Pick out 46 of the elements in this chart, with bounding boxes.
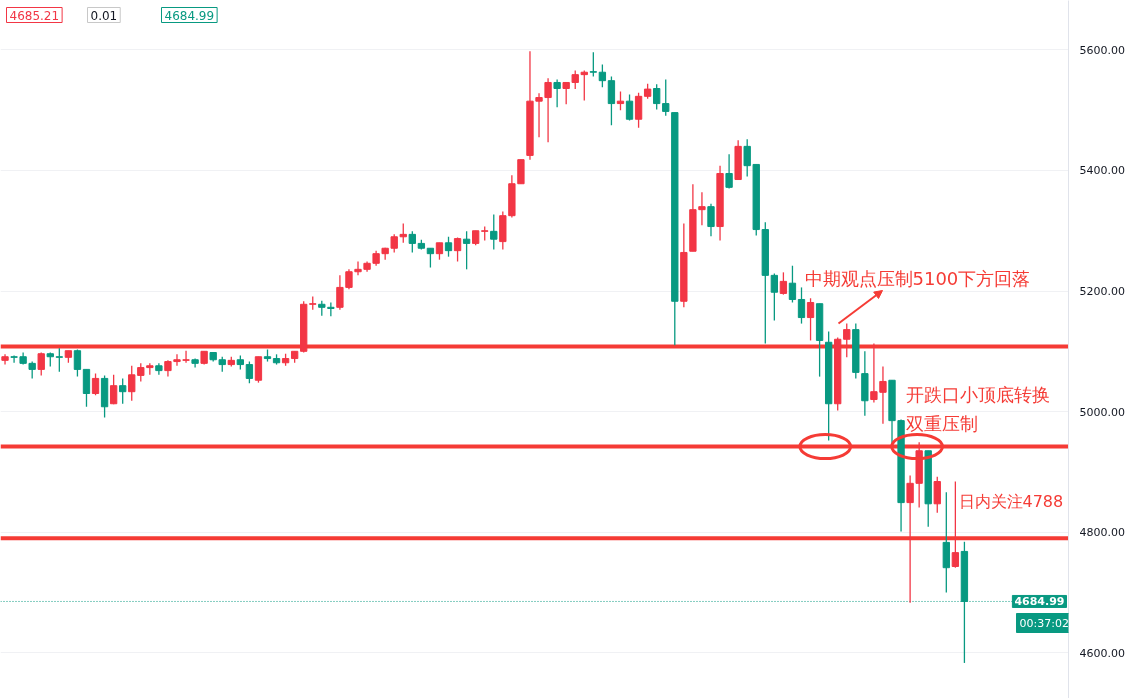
candlestick	[1, 353, 9, 366]
candlestick	[245, 360, 254, 384]
candlestick	[607, 75, 616, 126]
candlestick	[933, 476, 941, 514]
candlestick	[553, 78, 561, 108]
candlestick	[779, 271, 788, 296]
candlestick	[327, 301, 335, 317]
y-tick-label: 4600.00	[1079, 646, 1125, 660]
y-tick-label: 5200.00	[1079, 285, 1125, 299]
y-tick-label: 4800.00	[1079, 526, 1125, 540]
annotation: 中期观点压制5100下方回落	[804, 267, 1031, 289]
candlestick	[770, 272, 779, 322]
candlestick	[951, 480, 960, 569]
candlestick	[55, 347, 63, 373]
candlestick	[254, 356, 263, 384]
candlestick	[119, 377, 127, 405]
annotation: 00:37:02	[1019, 616, 1069, 630]
candlestick	[906, 474, 914, 604]
candlestick	[453, 236, 462, 263]
y-tick-label: 5600.00	[1079, 43, 1125, 57]
candlestick	[73, 348, 82, 378]
candlestick	[788, 265, 797, 304]
candlestick	[444, 236, 453, 258]
candlestick	[806, 297, 815, 342]
y-tick-label: 5000.00	[1079, 405, 1125, 419]
candlestick	[462, 230, 471, 270]
candlestick	[408, 230, 416, 254]
candlestick	[109, 374, 118, 405]
candlestick	[589, 51, 597, 78]
candlestick	[598, 63, 607, 88]
ref-line-label: 4684.99	[1014, 595, 1065, 609]
annotation: 4685.21	[9, 8, 60, 23]
annotation: 0.01	[90, 8, 118, 23]
candlestick	[634, 92, 643, 129]
annotation: 双重压制	[905, 412, 978, 434]
y-tick-label: 5400.00	[1079, 164, 1125, 178]
candlestick	[426, 247, 435, 269]
annotation: 开跌口小顶底转换	[905, 383, 1050, 405]
candlestick	[625, 93, 634, 122]
annotation: 4684.99	[164, 8, 215, 23]
candlestick	[797, 286, 806, 325]
candlestick	[707, 202, 715, 237]
annotation: 日内关注4788	[958, 491, 1064, 511]
candlestick	[91, 372, 100, 396]
candlestick	[490, 213, 498, 251]
candlestick	[725, 153, 733, 190]
